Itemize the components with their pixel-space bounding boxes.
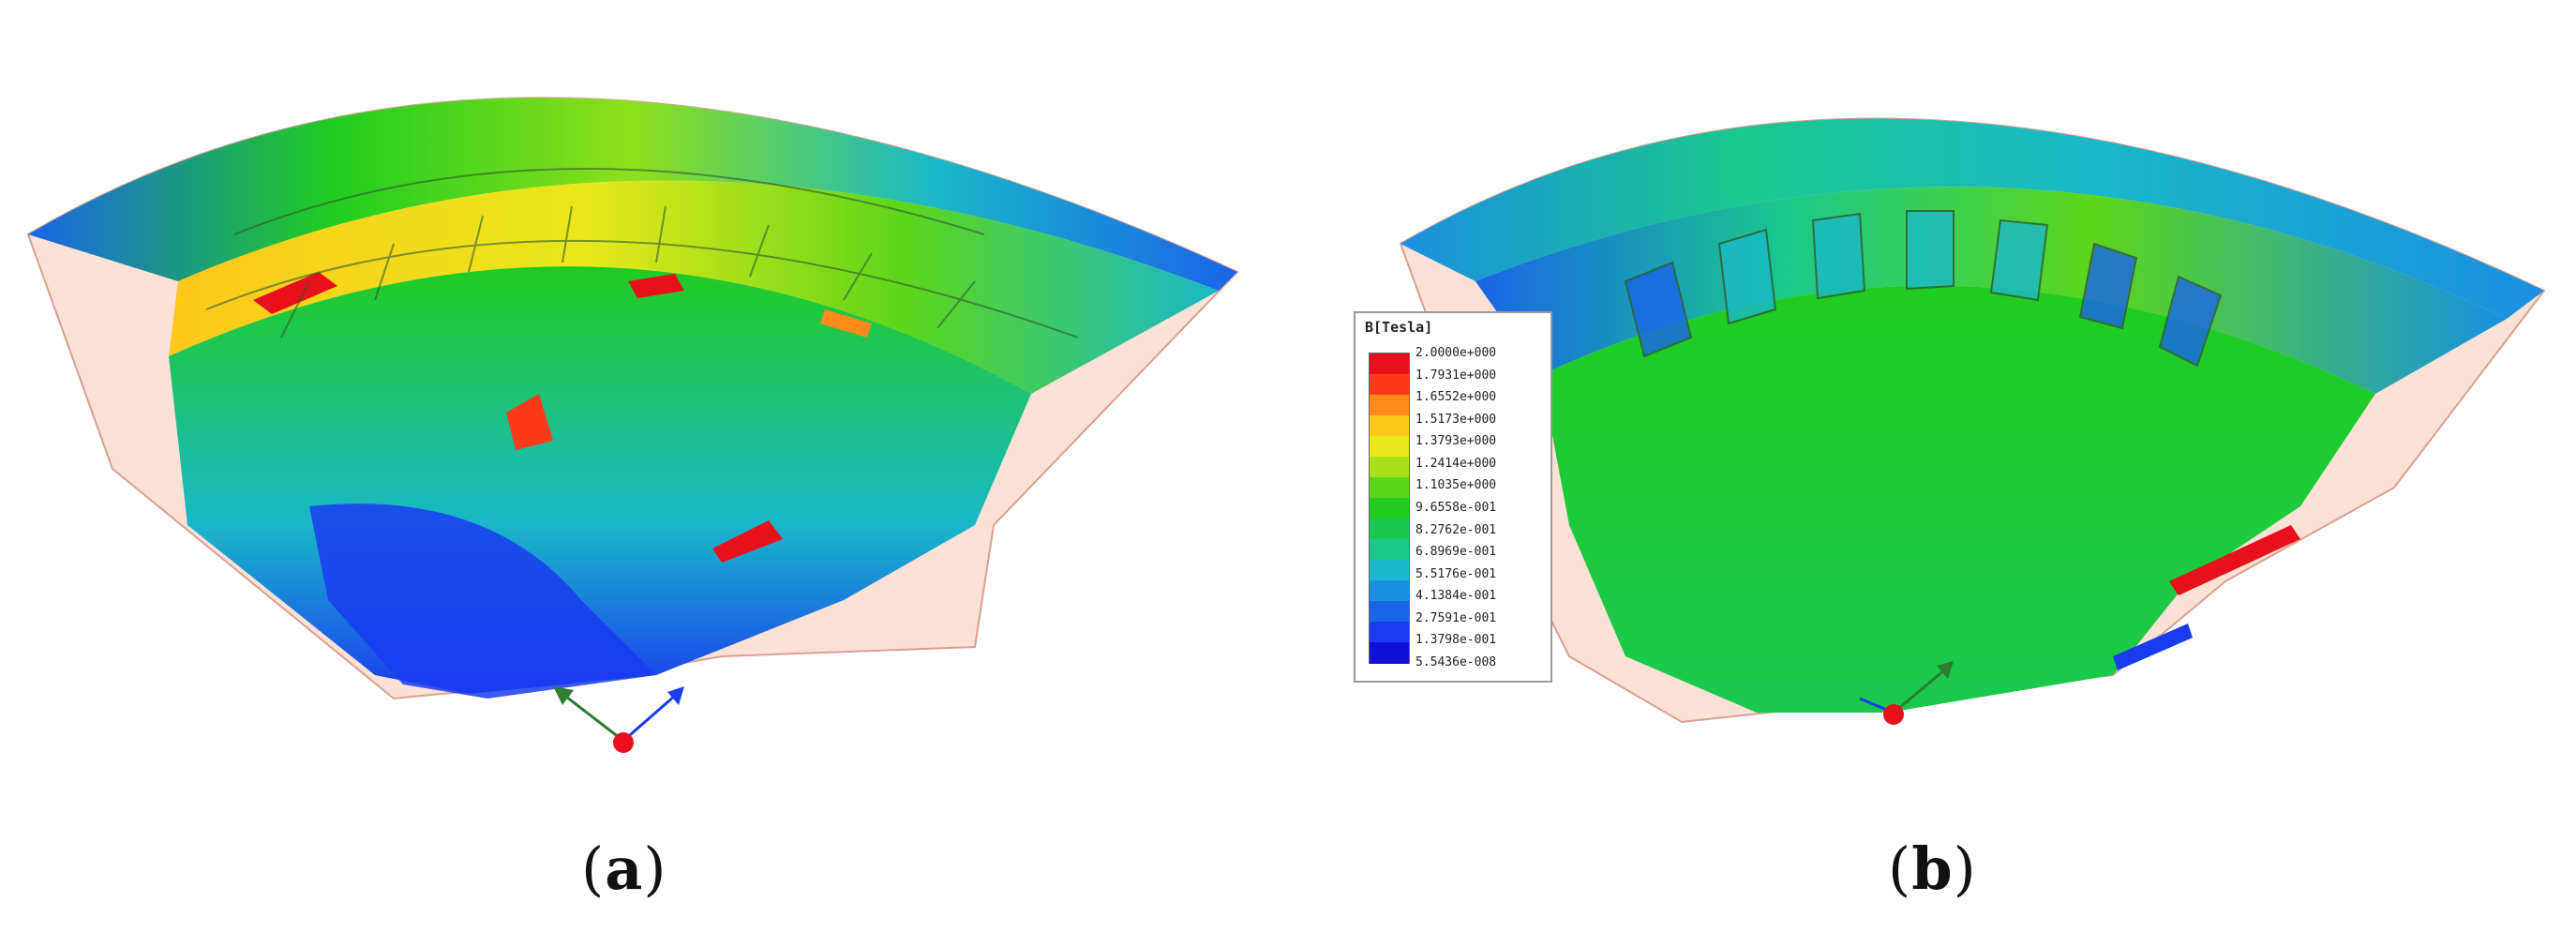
caption-b-letter: b bbox=[1911, 834, 1954, 903]
legend-value: 5.5176e-001 bbox=[1415, 566, 1497, 581]
stator-teeth bbox=[1475, 187, 2507, 394]
legend-value: 1.3793e+000 bbox=[1415, 434, 1497, 449]
legend-value: 5.5436e-008 bbox=[1415, 655, 1497, 669]
legend-value: 1.3798e-001 bbox=[1415, 633, 1497, 648]
legend-value: 1.2414e+000 bbox=[1415, 456, 1497, 471]
colorbar-segment bbox=[1370, 353, 1409, 375]
colorbar-segment bbox=[1370, 622, 1409, 643]
caption-a: (a) bbox=[581, 834, 667, 903]
colorbar-segment bbox=[1370, 642, 1409, 664]
stator-yoke bbox=[28, 98, 1237, 291]
slot-outlines bbox=[205, 168, 1079, 338]
colorbar-segment bbox=[1370, 415, 1409, 437]
legend-value: 8.2762e-001 bbox=[1415, 522, 1497, 537]
legend-value: 1.6552e+000 bbox=[1415, 390, 1497, 405]
colorbar-segment bbox=[1370, 519, 1409, 540]
flux-density-plot-a bbox=[26, 97, 1239, 753]
stator-yoke bbox=[1400, 118, 2544, 319]
colorbar-segment bbox=[1370, 374, 1409, 396]
caption-a-letter: a bbox=[605, 834, 644, 903]
colorbar-segment bbox=[1370, 560, 1409, 581]
rotor-region bbox=[1541, 285, 2375, 713]
slot-blocks bbox=[1624, 210, 2223, 368]
low-field-zone bbox=[309, 504, 656, 699]
flux-density-plot-b bbox=[1399, 117, 2546, 725]
colorbar-segment bbox=[1370, 498, 1409, 519]
axis-triad bbox=[1859, 661, 1954, 725]
legend-value: 1.7931e+000 bbox=[1415, 368, 1497, 383]
panel-b: (b) bbox=[1288, 0, 2576, 932]
colorbar-segment bbox=[1370, 580, 1409, 602]
colorbar-segment bbox=[1370, 539, 1409, 561]
legend-title: B[Tesla] bbox=[1365, 319, 1433, 336]
hot-spots bbox=[253, 272, 872, 563]
colorbar-legend: B[Tesla] 2.0000e+000 1.7931e+000 1.6552e+0… bbox=[1354, 311, 1552, 683]
legend-value: 2.7591e-001 bbox=[1415, 610, 1497, 625]
colorbar-segment bbox=[1370, 601, 1409, 623]
legend-value: 4.1384e-001 bbox=[1415, 589, 1497, 604]
caption-b: (b) bbox=[1888, 834, 1977, 903]
legend-value: 6.8969e-001 bbox=[1415, 545, 1497, 560]
legend-value: 9.6558e-001 bbox=[1415, 501, 1497, 515]
axis-triad bbox=[553, 686, 684, 753]
legend-value: 1.5173e+000 bbox=[1415, 412, 1497, 427]
colorbar-segment bbox=[1370, 457, 1409, 478]
colorbar bbox=[1369, 353, 1410, 664]
legend-value: 1.1035e+000 bbox=[1415, 478, 1497, 493]
edge-stripes bbox=[2113, 525, 2300, 670]
legend-value: 2.0000e+000 bbox=[1415, 346, 1497, 360]
colorbar-segment bbox=[1370, 436, 1409, 458]
colorbar-segment bbox=[1370, 395, 1409, 416]
panel-a: (a) bbox=[26, 97, 1239, 903]
colorbar-segment bbox=[1370, 477, 1409, 499]
stator-teeth bbox=[169, 180, 1219, 394]
